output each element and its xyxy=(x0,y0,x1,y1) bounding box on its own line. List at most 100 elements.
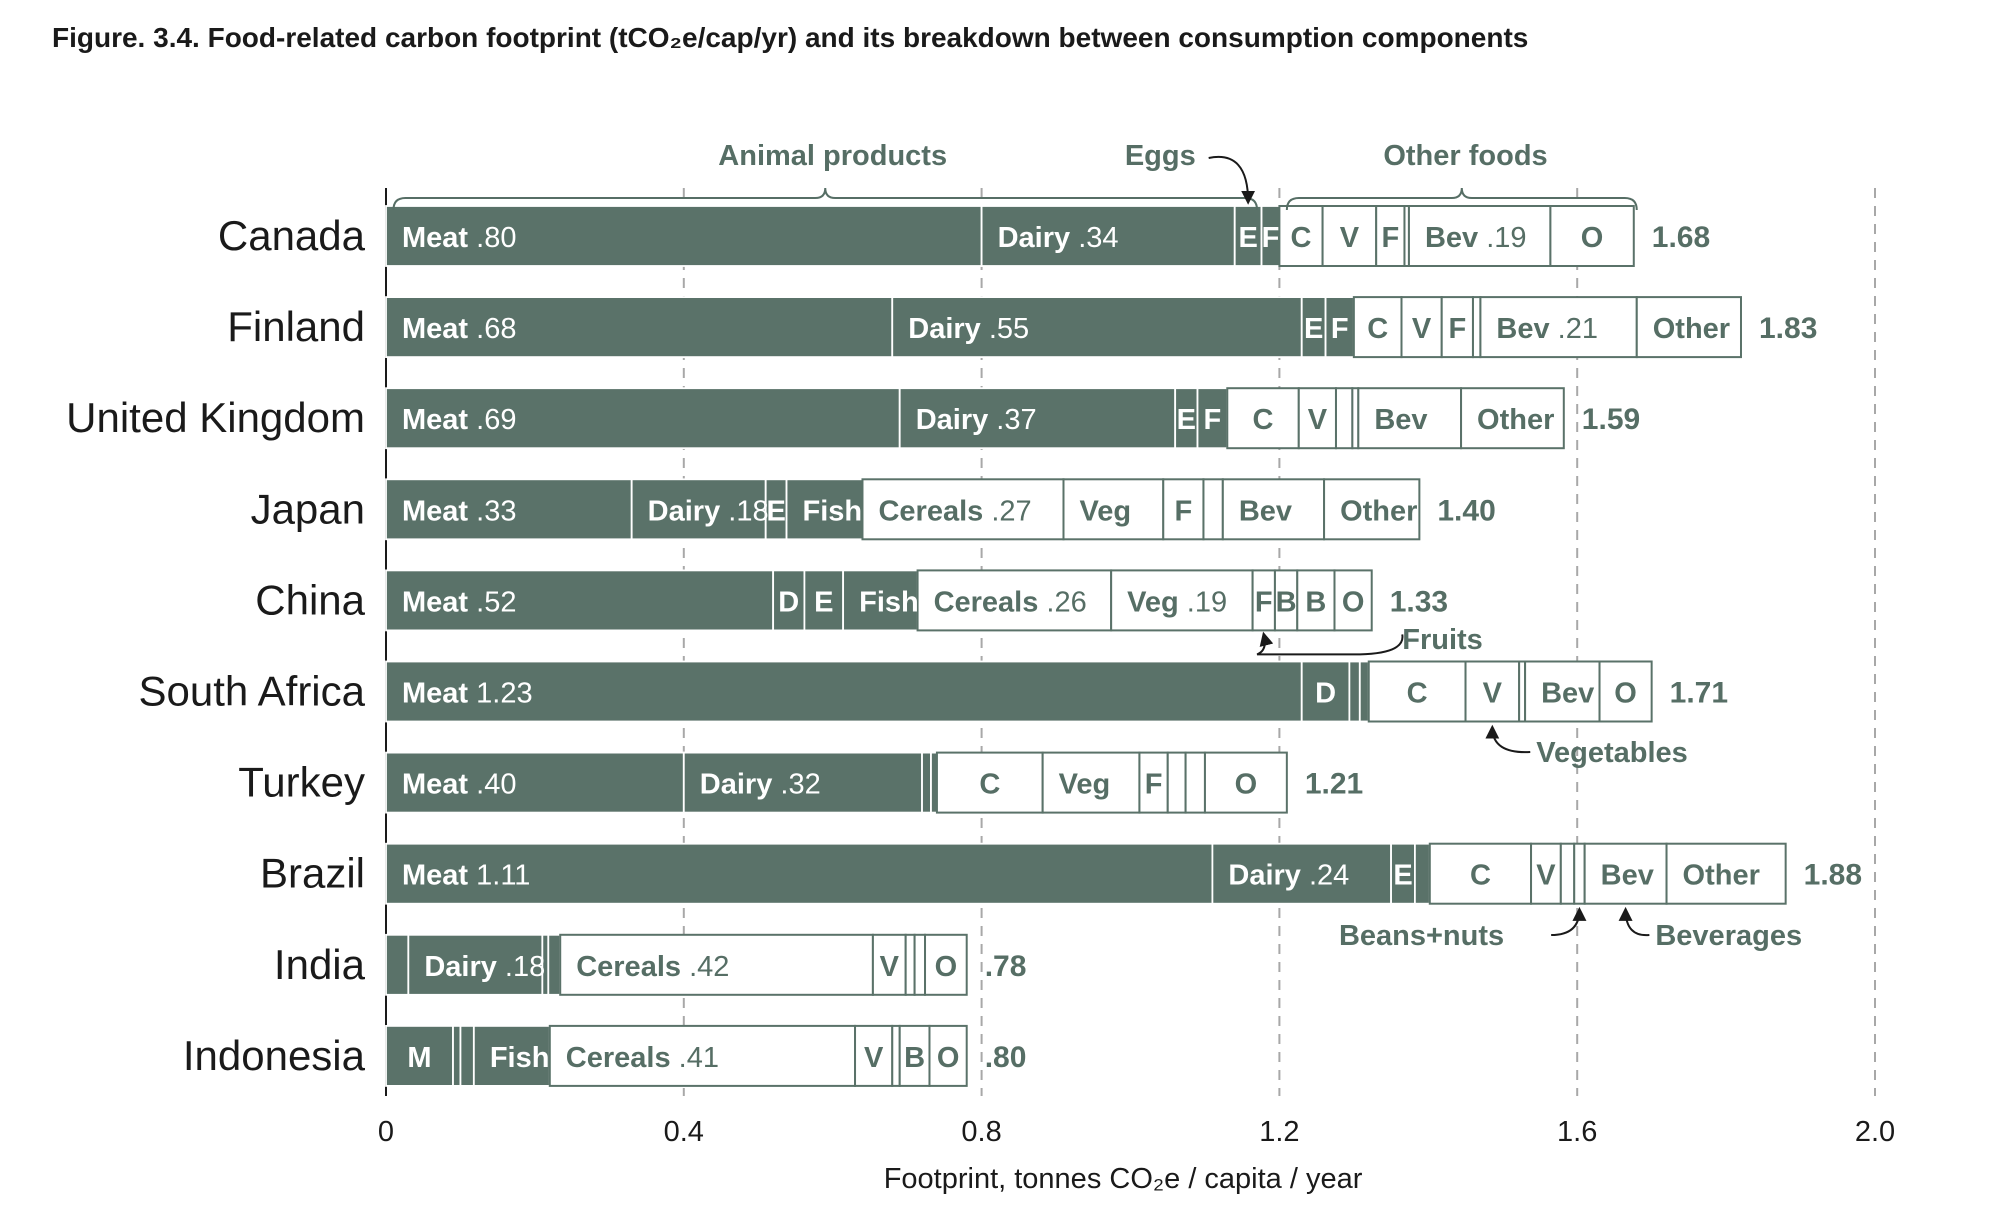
seg-label-finland-bev: Bev .21 xyxy=(1496,313,1598,345)
seg-value-united-kingdom-dairy: .37 xyxy=(988,404,1036,436)
total-finland: 1.83 xyxy=(1759,312,1817,345)
bar-indonesia-fish xyxy=(472,1025,551,1087)
figure-title: Figure. 3.4. Food-related carbon footpri… xyxy=(52,22,1529,53)
callout-label-beverages: Beverages xyxy=(1655,920,1802,952)
total-brazil: 1.88 xyxy=(1804,859,1862,892)
seg-label-finland-other: Other xyxy=(1653,313,1730,345)
seg-label-china-beans: B xyxy=(1276,586,1297,618)
seg-label-united-kingdom-dairy: Dairy .37 xyxy=(916,404,1037,436)
bar-india-fruits xyxy=(904,933,916,996)
total-united-kingdom: 1.59 xyxy=(1582,403,1640,436)
seg-label-canada-fish: F xyxy=(1262,222,1280,254)
callout-arrow-beverages xyxy=(1618,906,1650,937)
bar-brazil-dairy xyxy=(1211,842,1392,905)
seg-label-turkey-veg: Veg xyxy=(1059,769,1111,801)
seg-label-canada-veg: V xyxy=(1340,222,1360,254)
seg-label-india-other: O xyxy=(935,951,958,983)
x-axis-label: Footprint, tonnes CO₂e / capita / year xyxy=(884,1163,1363,1195)
seg-label-finland-dairy: Dairy .55 xyxy=(908,313,1029,345)
bar-finland-cereals xyxy=(1352,296,1403,359)
country-label-canada: Canada xyxy=(218,212,366,259)
seg-label-china-fruits: F xyxy=(1255,586,1273,618)
bar-brazil-fish xyxy=(1413,842,1431,905)
callout-arrow-vegetables xyxy=(1485,724,1531,754)
seg-label-japan-dairy: Dairy .18 xyxy=(648,495,769,527)
bar-finland-bev xyxy=(1479,296,1638,359)
seg-label-brazil-dairy: Dairy .24 xyxy=(1228,860,1349,892)
country-label-turkey: Turkey xyxy=(238,759,365,806)
bars xyxy=(385,205,1787,1087)
seg-label-turkey-fruits: F xyxy=(1145,769,1163,801)
seg-label-china-meat: Meat .52 xyxy=(402,586,516,618)
seg-label-india-veg: V xyxy=(880,951,900,983)
seg-label-china-fish: Fish xyxy=(859,586,919,618)
seg-label-china-cereals: Cereals .26 xyxy=(934,586,1087,618)
bar-india-fish xyxy=(547,933,562,996)
bar-turkey-fruits xyxy=(1138,751,1169,814)
seg-label-japan-veg: Veg xyxy=(1079,495,1131,527)
bar-china-veg xyxy=(1110,569,1254,632)
bar-japan-cereals xyxy=(861,478,1065,541)
seg-value-finland-dairy: .55 xyxy=(981,313,1029,345)
seg-value-india-dairy: .18 xyxy=(497,951,545,983)
x-tick-label: 2.0 xyxy=(1855,1116,1895,1148)
bar-china-eggs xyxy=(803,569,845,632)
seg-label-finland-veg: V xyxy=(1412,313,1432,345)
bar-canada-cereals xyxy=(1278,205,1324,267)
x-tick-label: 1.6 xyxy=(1557,1116,1597,1148)
seg-label-brazil-cereals: C xyxy=(1470,860,1491,892)
annotations: Animal products Other foods Eggs Fruits Vege… xyxy=(392,140,1802,952)
bar-united-kingdom-other xyxy=(1460,387,1565,450)
seg-label-united-kingdom-cereals: C xyxy=(1253,404,1274,436)
seg-label-united-kingdom-bev: Bev xyxy=(1374,404,1427,436)
bar-canada-other xyxy=(1549,205,1635,267)
seg-label-japan-bev: Bev xyxy=(1239,495,1292,527)
seg-label-china-bev: B xyxy=(1305,586,1326,618)
seg-label-south-africa-bev: Bev xyxy=(1541,678,1594,710)
seg-label-china-veg: Veg .19 xyxy=(1127,586,1227,618)
seg-label-indonesia-veg: V xyxy=(864,1042,884,1074)
country-label-india: India xyxy=(274,941,366,988)
bar-united-kingdom-bev xyxy=(1357,387,1463,450)
bar-indonesia-fruits xyxy=(891,1024,901,1087)
bar-finland-beans xyxy=(1471,296,1482,359)
bar-finland-fish xyxy=(1324,296,1355,359)
bar-japan-dairy xyxy=(630,478,767,541)
seg-label-china-dairy: D xyxy=(778,586,799,618)
total-turkey: 1.21 xyxy=(1305,768,1363,801)
bar-turkey-bev xyxy=(1184,751,1206,814)
seg-label-finland-fruits: F xyxy=(1448,313,1466,345)
bar-japan-bev xyxy=(1221,478,1326,541)
bar-turkey-beans xyxy=(1166,751,1187,814)
bar-indonesia-other xyxy=(928,1024,968,1087)
bar-finland-fruits xyxy=(1440,296,1474,359)
seg-label-turkey-cereals: C xyxy=(979,769,1000,801)
bar-canada-veg xyxy=(1321,205,1378,267)
seg-label-canada-bev: Bev .19 xyxy=(1425,222,1527,254)
seg-label-south-africa-cereals: C xyxy=(1407,678,1428,710)
seg-label-finland-meat: Meat .68 xyxy=(402,313,516,345)
bar-south-africa-cereals xyxy=(1367,660,1467,723)
seg-label-turkey-other: O xyxy=(1235,769,1258,801)
seg-value-brazil-dairy: .24 xyxy=(1301,860,1349,892)
total-japan: 1.40 xyxy=(1437,494,1495,527)
seg-label-south-africa-dairy: D xyxy=(1315,678,1336,710)
bar-brazil-beans xyxy=(1573,842,1586,905)
bar-india-cereals xyxy=(559,933,874,996)
bar-finland-veg xyxy=(1400,296,1443,359)
seg-label-south-africa-other: O xyxy=(1614,678,1637,710)
seg-value-canada-bev: .19 xyxy=(1478,222,1526,254)
callout-label-beans-nuts: Beans+nuts xyxy=(1339,920,1504,952)
callout-label-fruits: Fruits xyxy=(1402,624,1483,656)
seg-label-japan-eggs: E xyxy=(766,495,785,527)
seg-value-turkey-dairy: .32 xyxy=(772,769,820,801)
seg-value-china-veg: .19 xyxy=(1179,586,1227,618)
country-label-united-kingdom: United Kingdom xyxy=(66,394,365,441)
bar-canada-bev xyxy=(1407,205,1552,267)
callout-label-vegetables: Vegetables xyxy=(1536,737,1688,769)
seg-label-united-kingdom-fish: F xyxy=(1204,404,1222,436)
seg-label-united-kingdom-eggs: E xyxy=(1177,404,1196,436)
seg-label-indonesia-cereals: Cereals .41 xyxy=(566,1042,719,1074)
seg-label-south-africa-meat: Meat 1.23 xyxy=(402,678,533,710)
country-label-brazil: Brazil xyxy=(260,850,365,897)
